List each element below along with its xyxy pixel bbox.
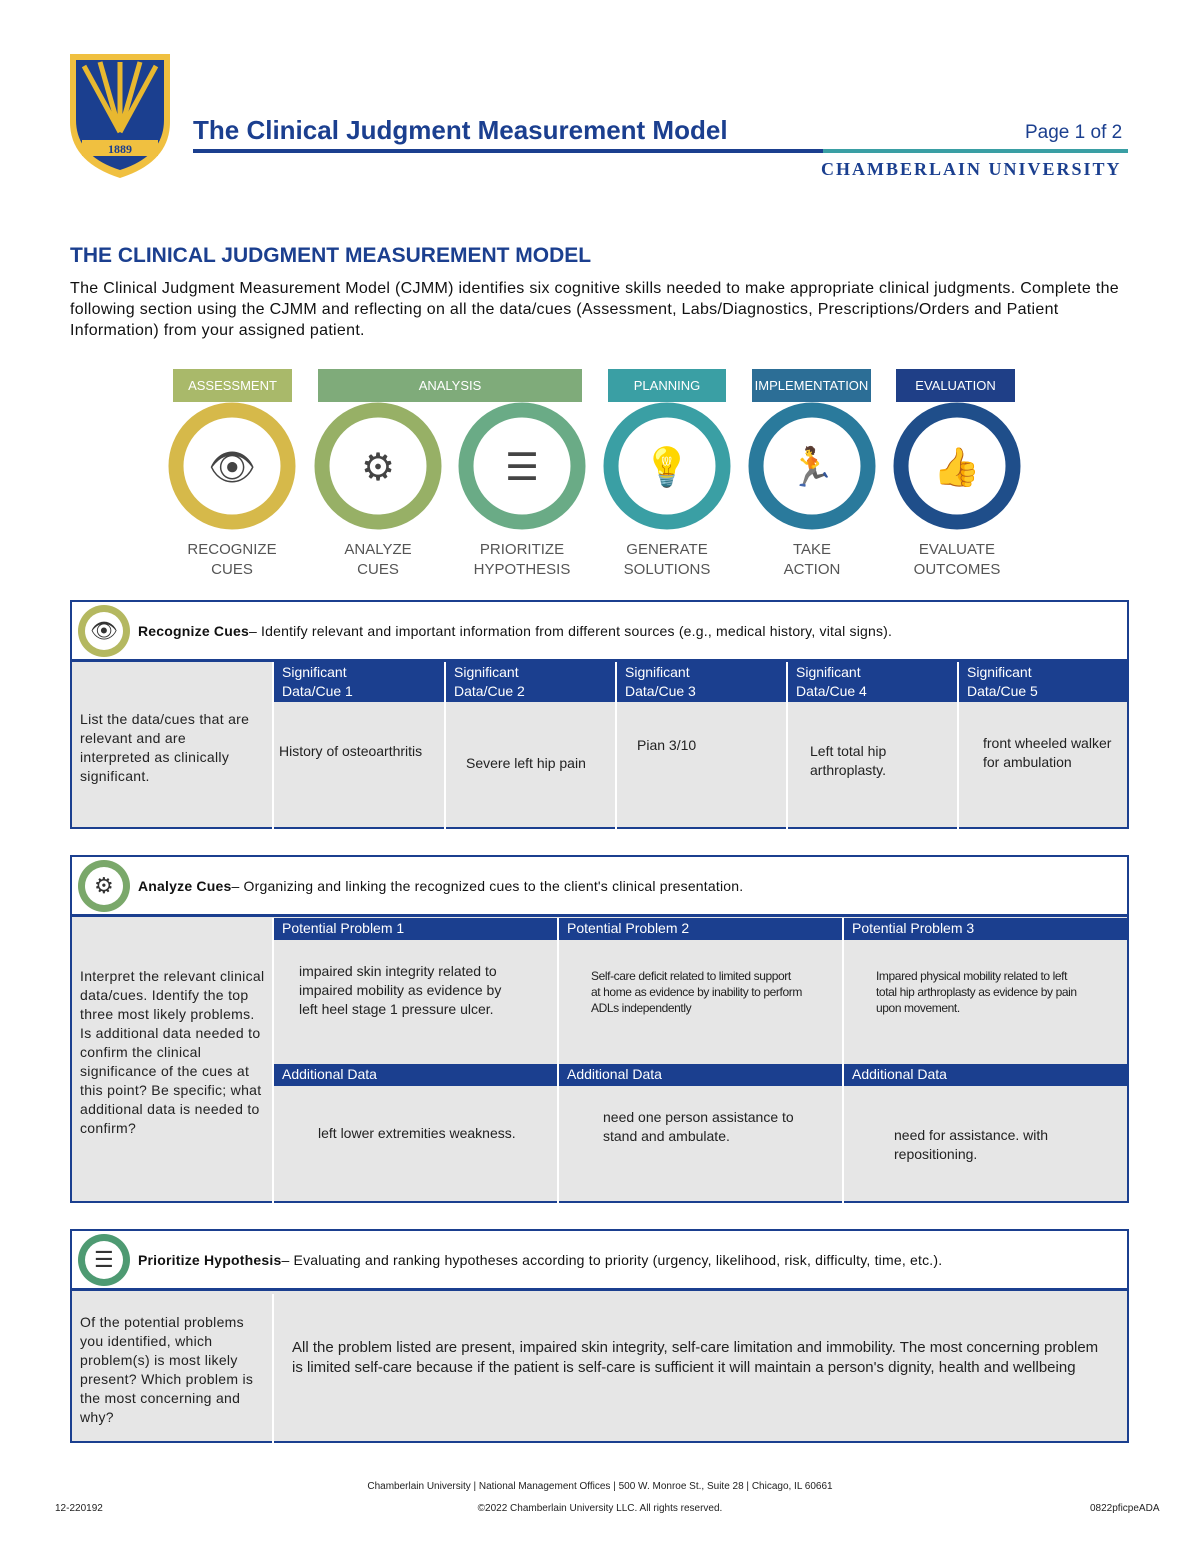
intro-paragraph: The Clinical Judgment Measurement Model … [70,280,1119,339]
wave-loop [458,402,586,530]
eye-icon: 👁 [78,604,130,657]
data-cue-value: Severe left hip pain [444,702,615,829]
wave-loop [748,402,876,530]
wave-loop [603,402,731,530]
section-description: – Organizing and linking the recognized … [231,877,744,894]
banner-assessment: ASSESSMENT [173,369,292,402]
section-title: THE CLINICAL JUDGMENT MEASUREMENT MODEL [70,244,592,267]
potential-problem: Self-care deficit related to limited sup… [557,940,842,1064]
section-heading: Analyze Cues [138,877,232,894]
data-cue-value: Pian 3/10 [615,702,786,829]
lightbulb-icon: 💡 [643,445,690,489]
column-header: Additional Data [557,1064,842,1086]
stage-label: PRIORITIZE HYPOTHESIS [473,541,571,578]
column-header: Additional Data [842,1064,1129,1086]
banner-implementation: IMPLEMENTATION [752,369,871,402]
wave-loop [314,402,442,530]
header-rule-accent [823,149,1128,153]
stage-label: RECOGNIZE CUES [187,541,277,578]
data-cue-value: Left total hip arthroplasty. [786,702,957,829]
potential-problem: Impared physical mobility related to lef… [842,940,1129,1064]
list-icon: ☰ [78,1233,130,1286]
footer-address: Chamberlain University | National Manage… [367,1481,833,1492]
section-heading: Recognize Cues [138,622,249,639]
stage-label: TAKE ACTION [783,541,841,578]
eye-icon: 👁 [208,447,256,489]
runner-icon: 🏃 [788,445,835,489]
banner-planning: PLANNING [608,369,726,402]
section-description: – Identify relevant and important inform… [248,622,893,639]
wave-loop [168,402,296,530]
university-name: CHAMBERLAIN UNIVERSITY [821,159,1122,179]
additional-data: need one person assistance to stand and … [557,1086,842,1203]
data-cue-value: History of osteoarthritis [272,702,444,829]
column-header: Potential Problem 2 [557,918,842,940]
column-header: Significant Data/Cue 1 [272,662,444,702]
column-header: Potential Problem 1 [272,918,557,940]
recognize-cues-section: 👁 Recognize Cues – Identify relevant and… [70,600,1129,829]
footer-copyright: ©2022 Chamberlain University LLC. All ri… [477,1503,723,1514]
stage-label: ANALYZE CUES [344,541,412,578]
banner-analysis: ANALYSIS [318,369,582,402]
section-heading: Prioritize Hypothesis [138,1251,282,1268]
gear-magnifier-icon: ⚙ [361,447,395,489]
column-header: Significant Data/Cue 3 [615,662,786,702]
additional-data: need for assistance. with repositioning. [842,1086,1129,1203]
potential-problem: impaired skin integrity related to impai… [272,940,557,1064]
column-header: Significant Data/Cue 2 [444,662,615,702]
header-rule [193,149,823,153]
page-number: Page 1 of 2 [1025,122,1123,143]
gear-magnifier-icon: ⚙ [78,859,130,912]
section-description: – Evaluating and ranking hypotheses acco… [281,1251,943,1268]
thumbs-up-icon: 👍 [933,445,980,489]
stage-label: EVALUATE OUTCOMES [913,541,1001,578]
document-title: The Clinical Judgment Measurement Model [193,115,728,145]
svg-text:1889: 1889 [108,142,132,156]
prompt-label: Interpret the relevant clinical data/cue… [80,968,265,1136]
stage-label: GENERATE SOLUTIONS [623,541,711,578]
list-icon: ☰ [505,447,539,489]
university-logo: 1889 [70,54,170,178]
banner-evaluation: EVALUATION [896,369,1015,402]
column-header: Significant Data/Cue 5 [957,662,1129,702]
prioritize-answer: All the problem listed are present, impa… [272,1294,1129,1443]
prioritize-hypothesis-section: ☰ Prioritize Hypothesis – Evaluating and… [70,1229,1129,1443]
cjmm-wave: 👁 ⚙ ☰ 💡 🏃 👍 [168,402,1021,530]
data-cue-value: front wheeled walker for ambulation [957,702,1129,829]
wave-loop [893,402,1021,530]
column-header: Additional Data [272,1064,557,1086]
additional-data: left lower extremities weakness. [272,1086,557,1203]
analyze-cues-section: ⚙ Analyze Cues – Organizing and linking … [70,855,1129,1203]
footer-code-left: 12-220192 [55,1503,103,1514]
prompt-label: List the data/cues that are relevant and… [80,711,250,784]
column-header: Potential Problem 3 [842,918,1129,940]
column-header: Significant Data/Cue 4 [786,662,957,702]
footer-code-right: 0822pficpeADA [1090,1503,1160,1514]
prompt-label: Of the potential problems you identified… [80,1314,254,1425]
